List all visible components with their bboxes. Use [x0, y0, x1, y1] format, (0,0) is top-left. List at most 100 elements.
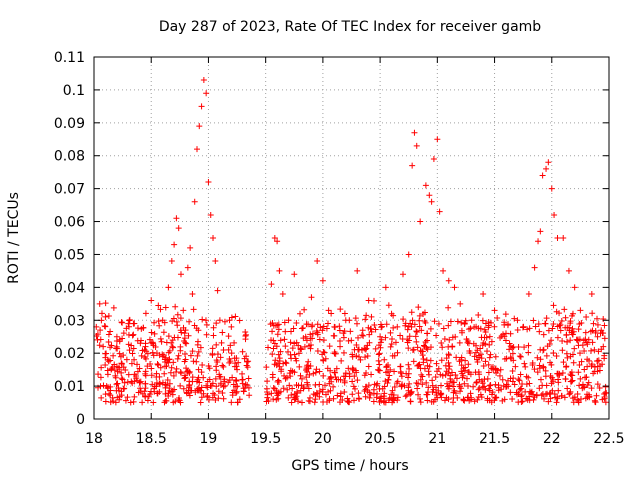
data-point [232, 377, 239, 384]
data-point [433, 360, 440, 367]
data-point [388, 310, 395, 317]
data-point [180, 385, 187, 392]
data-point [186, 368, 193, 375]
data-point [398, 373, 405, 380]
x-tick-label: 21 [428, 431, 446, 447]
data-point [346, 399, 353, 406]
data-point [108, 366, 115, 373]
data-point [511, 381, 518, 388]
data-point [330, 383, 337, 390]
data-point [422, 319, 429, 326]
data-point [376, 350, 383, 357]
data-point [392, 339, 399, 346]
data-point [205, 179, 212, 186]
data-point [484, 348, 491, 355]
data-point [217, 373, 224, 380]
data-point [221, 318, 228, 325]
data-point [402, 393, 409, 400]
data-point [466, 326, 473, 333]
data-point [225, 333, 232, 340]
data-point [282, 343, 289, 350]
data-point [169, 343, 176, 350]
data-point [467, 350, 474, 357]
data-point [96, 300, 103, 307]
data-point [113, 387, 120, 394]
data-point [372, 345, 379, 352]
data-point [407, 320, 414, 327]
data-point [382, 284, 389, 291]
data-point [346, 373, 353, 380]
data-point [376, 361, 383, 368]
data-point [560, 235, 567, 241]
data-point [428, 398, 435, 405]
data-point [499, 331, 506, 338]
data-point [408, 323, 415, 330]
data-point [394, 323, 401, 330]
data-point [128, 360, 135, 367]
data-point [116, 396, 123, 403]
data-point [104, 367, 111, 374]
data-point [233, 388, 240, 395]
data-point [121, 379, 128, 386]
data-point [166, 380, 173, 387]
data-point [456, 339, 463, 346]
data-point [485, 324, 492, 331]
data-point [286, 370, 293, 377]
data-point [275, 377, 282, 384]
data-point [374, 390, 381, 397]
data-point [412, 333, 419, 340]
data-point [542, 320, 549, 327]
data-point [154, 390, 161, 397]
data-point [316, 387, 323, 394]
data-point [569, 325, 576, 332]
data-point [478, 355, 485, 362]
data-point [352, 367, 359, 374]
data-point [359, 327, 366, 334]
data-point [219, 390, 226, 397]
data-point [546, 391, 553, 398]
data-point [144, 363, 151, 370]
data-point [501, 319, 508, 326]
data-point [516, 353, 523, 360]
data-point [136, 365, 143, 372]
data-point [364, 353, 371, 360]
data-point [482, 358, 489, 365]
data-point [285, 394, 292, 401]
x-tick-label: 20 [314, 431, 332, 447]
data-point [471, 398, 478, 405]
data-point [465, 361, 472, 368]
data-point [564, 354, 571, 361]
data-point [118, 388, 125, 395]
data-point [351, 385, 358, 392]
data-point [191, 322, 198, 329]
data-point [400, 316, 407, 323]
data-point [170, 372, 177, 379]
data-point [372, 326, 379, 333]
data-point [566, 327, 573, 334]
data-point [519, 398, 526, 405]
data-point [322, 355, 329, 362]
data-point [173, 365, 180, 372]
data-point [600, 343, 607, 350]
data-point [475, 369, 482, 376]
data-point [170, 344, 177, 351]
data-point [105, 331, 112, 338]
data-point [96, 342, 103, 349]
data-point [178, 329, 185, 336]
data-point [269, 371, 276, 378]
data-point [588, 347, 595, 354]
data-point [126, 347, 133, 354]
data-point [599, 361, 606, 368]
data-point [450, 383, 457, 390]
data-point [326, 397, 333, 404]
data-point [112, 372, 119, 379]
data-point [137, 337, 144, 344]
data-point [101, 323, 108, 330]
data-point [125, 320, 132, 327]
x-tick-label: 22.5 [593, 431, 624, 447]
data-point [499, 376, 506, 383]
data-point [537, 346, 544, 353]
data-point [599, 330, 606, 337]
data-point [355, 334, 362, 341]
data-point [418, 371, 425, 378]
